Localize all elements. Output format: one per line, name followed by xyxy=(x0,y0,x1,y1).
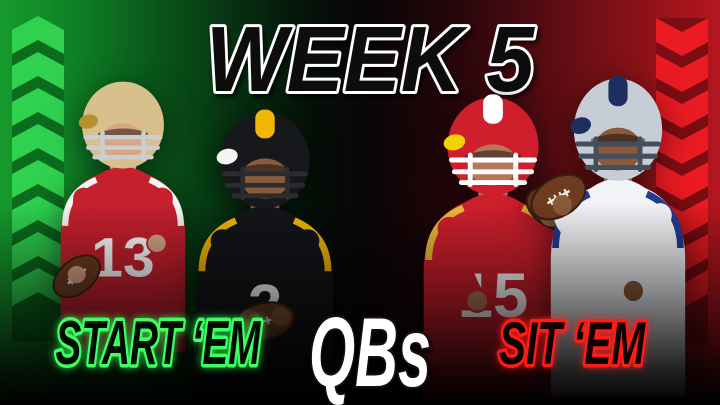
jersey-number: 13 xyxy=(91,226,154,288)
qbs-label: QBs xyxy=(309,297,431,405)
facemask xyxy=(221,166,309,201)
sit-em-label: SIT ‘EM xyxy=(499,310,646,377)
helmet xyxy=(216,109,310,209)
helmet-stripe xyxy=(483,94,503,124)
helmet xyxy=(570,75,663,181)
hand xyxy=(147,234,166,252)
hand xyxy=(552,195,572,216)
hand xyxy=(67,265,86,284)
helmet xyxy=(78,81,164,169)
footer-labels: START ‘EM QBs SIT ‘EM xyxy=(52,295,650,405)
helmet-stripe xyxy=(608,75,628,107)
start-em-label: START ‘EM xyxy=(56,309,262,378)
helmet-stripe xyxy=(255,109,275,139)
